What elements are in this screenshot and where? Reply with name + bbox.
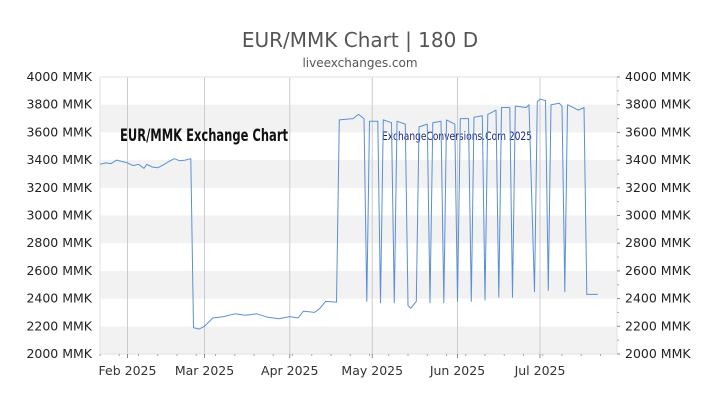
y-tick-label-left: 2400 MMK — [26, 291, 92, 306]
y-tick-label-right: 3800 MMK — [625, 97, 691, 112]
y-tick-label-left: 2800 MMK — [26, 235, 92, 250]
y-tick-label-right: 3000 MMK — [625, 208, 691, 223]
chart-subtitle: liveexchanges.com — [302, 56, 417, 70]
y-tick-label-left: 2200 MMK — [26, 318, 92, 333]
x-tick-label: May 2025 — [341, 363, 403, 378]
x-tick-label: Feb 2025 — [99, 363, 157, 378]
grid-band — [100, 77, 617, 105]
grid-bands — [100, 77, 617, 354]
grid-band — [100, 160, 617, 188]
x-tick-label: Jul 2025 — [514, 363, 566, 378]
y-tick-label-right: 2600 MMK — [625, 263, 691, 278]
grid-band — [100, 187, 617, 216]
y-tick-label-left: 4000 MMK — [26, 69, 92, 84]
chart-title: EUR/MMK Chart | 180 D — [242, 28, 478, 52]
grid-band — [100, 104, 617, 133]
grid-band — [100, 298, 617, 327]
y-tick-label-right: 3200 MMK — [625, 180, 691, 195]
y-tick-label-right: 2000 MMK — [625, 346, 691, 361]
x-tick-label: Jun 2025 — [429, 363, 485, 378]
grid-band — [100, 326, 617, 354]
y-axis-right: 2000 MMK 2200 MMK 2400 MMK 2600 MMK 2800 MMK… — [617, 69, 691, 361]
y-tick-label-left: 3800 MMK — [26, 97, 92, 112]
x-tick-label: Mar 2025 — [175, 363, 234, 378]
y-axis-left: 2000 MMK 2200 MMK 2400 MMK 2600 MMK 2800 MMK… — [26, 69, 92, 361]
grid-band — [100, 243, 617, 271]
y-tick-label-left: 3000 MMK — [26, 208, 92, 223]
y-tick-label-right: 4000 MMK — [625, 69, 691, 84]
y-tick-label-right: 3400 MMK — [625, 152, 691, 167]
watermark-left: EUR/MMK Exchange Chart — [120, 126, 288, 146]
series-line — [99, 98, 598, 330]
y-tick-label-right: 2200 MMK — [625, 318, 691, 333]
y-tick-label-left: 3200 MMK — [26, 180, 92, 195]
grid-band — [100, 215, 617, 244]
y-tick-label-right: 2800 MMK — [625, 235, 691, 250]
y-tick-label-left: 3600 MMK — [26, 124, 92, 139]
grid-band — [100, 270, 617, 299]
y-tick-label-left: 3400 MMK — [26, 152, 92, 167]
x-tick-label: Apr 2025 — [261, 363, 318, 378]
y-tick-label-right: 2400 MMK — [625, 291, 691, 306]
y-tick-label-right: 3600 MMK — [625, 124, 691, 139]
y-tick-label-left: 2000 MMK — [26, 346, 92, 361]
vertical-gridlines — [127, 77, 541, 354]
y-tick-label-left: 2600 MMK — [26, 263, 92, 278]
x-axis: Feb 2025 Mar 2025 Apr 2025 May 2025 Jun 2025… — [99, 354, 601, 378]
watermark-right: ExchangeConversions.Com 2025 — [382, 129, 532, 143]
